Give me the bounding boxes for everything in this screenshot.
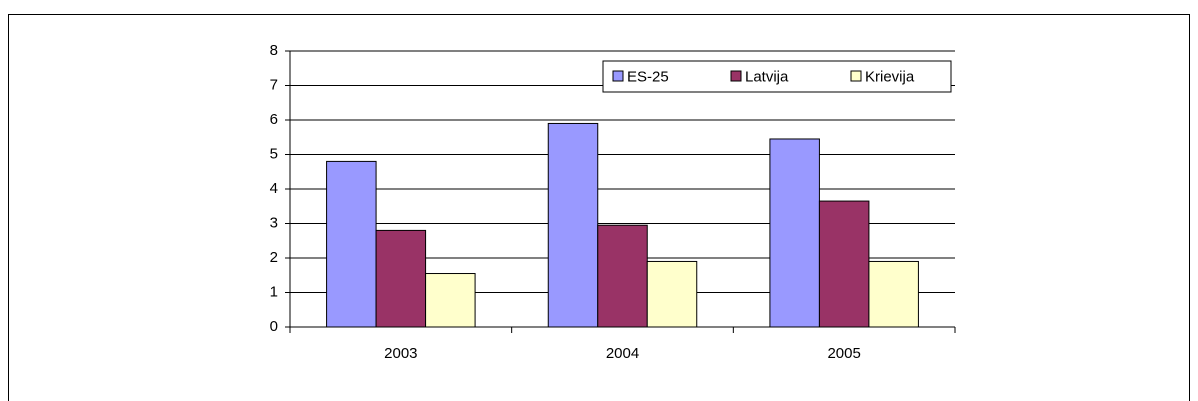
bar xyxy=(326,160,377,328)
x-tick-label: 2003 xyxy=(384,345,417,362)
legend-swatch xyxy=(612,70,624,82)
y-tick-label: 7 xyxy=(270,76,278,93)
y-tick-label: 8 xyxy=(270,42,278,59)
bar xyxy=(375,229,427,328)
x-tick-label: 2005 xyxy=(827,345,860,362)
bar xyxy=(868,260,919,328)
y-tick-label: 4 xyxy=(270,180,278,197)
bar xyxy=(769,138,820,328)
legend-box xyxy=(602,60,952,93)
legend-swatch xyxy=(850,70,862,82)
legend-label: Krievija xyxy=(865,68,915,85)
x-tick-label: 2004 xyxy=(606,345,639,362)
bar xyxy=(547,122,599,328)
y-tick-label: 3 xyxy=(270,214,278,231)
bar xyxy=(597,224,648,328)
y-tick-label: 0 xyxy=(270,318,278,335)
y-tick-label: 1 xyxy=(270,283,278,300)
y-tick-label: 2 xyxy=(270,249,278,266)
bar xyxy=(425,273,476,328)
y-tick-label: 6 xyxy=(270,111,278,128)
legend-label: ES-25 xyxy=(627,68,669,85)
legend-swatch xyxy=(730,70,742,82)
bar xyxy=(646,260,698,328)
legend-label: Latvija xyxy=(745,68,789,85)
bar xyxy=(818,200,870,328)
y-tick-label: 5 xyxy=(270,145,278,162)
chart-frame xyxy=(8,14,1190,401)
